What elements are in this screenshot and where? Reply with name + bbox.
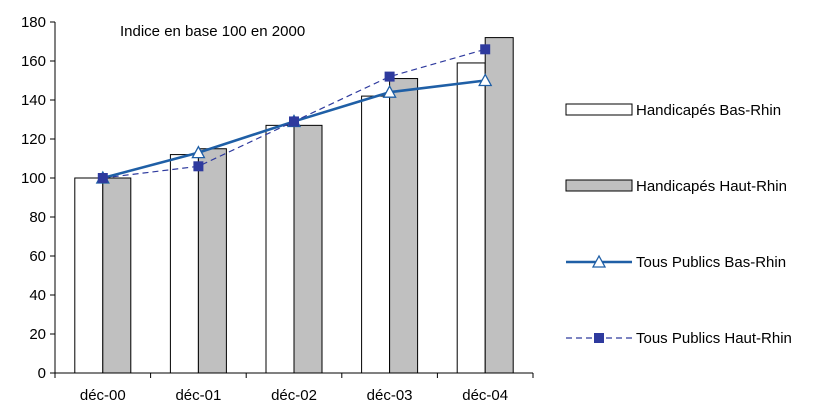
bar-haut-rhin-2 (293, 124, 323, 374)
x-tick-label-2: déc-02 (271, 387, 317, 404)
bars-group (74, 37, 514, 374)
bar-bas-rhin-0 (74, 177, 104, 374)
bar-haut-rhin-3 (389, 78, 419, 374)
legend-label-0: Handicapés Bas-Rhin (636, 102, 781, 119)
y-tick-label-2: 40 (29, 287, 46, 304)
point-triangle-3 (382, 84, 397, 98)
bar-bas-rhin-4 (456, 62, 486, 374)
y-tick-label-1: 20 (29, 326, 46, 343)
x-tick-label-1: déc-01 (175, 387, 221, 404)
chart-annotation: Indice en base 100 en 2000 (120, 23, 305, 40)
y-tick-label-6: 120 (21, 131, 46, 148)
point-square-0 (97, 173, 108, 183)
point-square-1 (193, 161, 204, 172)
y-tick-label-9: 180 (21, 14, 46, 31)
bar-haut-rhin-4 (484, 37, 514, 374)
axes-group: 0 20 40 60 80 100 120 140 160 180 déc-00 déc-01 déc-… (21, 14, 534, 404)
bar-bas-rhin-2 (265, 124, 295, 374)
point-square-3 (384, 71, 395, 82)
y-tick-label-5: 100 (21, 170, 46, 187)
bar-haut-rhin-0 (102, 177, 132, 374)
point-square-2 (289, 116, 299, 127)
lines-group (95, 44, 493, 184)
bar-bas-rhin-3 (361, 95, 391, 374)
y-tick-label-8: 160 (21, 53, 46, 70)
legend-swatch-0 (565, 103, 633, 116)
y-tick-label-0: 0 (38, 365, 46, 382)
y-tick-label-4: 80 (29, 209, 46, 226)
legend-label-3: Tous Publics Haut-Rhin (636, 330, 792, 347)
bar-bas-rhin-1 (169, 154, 199, 374)
x-tick-label-4: déc-04 (462, 387, 508, 404)
y-tick-label-7: 140 (21, 92, 46, 109)
point-triangle-4 (478, 73, 493, 87)
legend-label-2: Tous Publics Bas-Rhin (636, 254, 786, 271)
legend-marker-2 (591, 254, 607, 268)
legend-marker-3 (594, 333, 604, 343)
x-tick-label-0: déc-00 (80, 387, 126, 404)
bar-haut-rhin-1 (197, 148, 227, 374)
legend-label-1: Handicapés Haut-Rhin (636, 178, 787, 195)
legend-swatch-1 (565, 179, 633, 192)
x-tick-label-3: déc-03 (367, 387, 413, 404)
point-square-4 (480, 44, 491, 55)
legend: Handicapés Bas-Rhin Handicapés Haut-Rhin T… (565, 102, 792, 347)
y-tick-label-3: 60 (29, 248, 46, 265)
point-triangle-1 (191, 145, 206, 159)
